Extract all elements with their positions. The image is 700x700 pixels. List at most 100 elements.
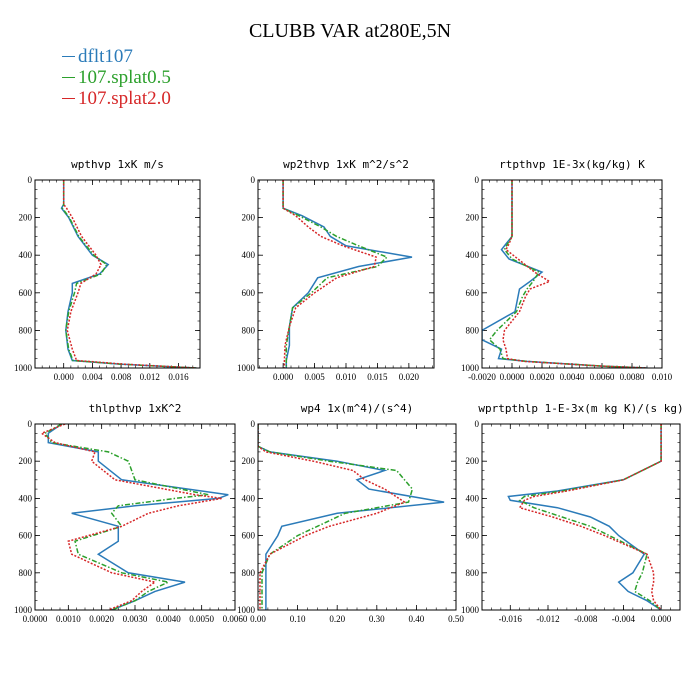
series-line-dflt107 [282,180,413,368]
series-line-107-splat0-5 [258,424,414,610]
y-tick-label: 0 [251,175,256,185]
y-tick-label: 1000 [237,605,256,615]
x-tick-label: -0.016 [499,614,523,624]
x-tick-label: 0.020 [399,372,420,382]
y-tick-label: 0 [28,175,33,185]
legend-item-dflt107: dflt107 [62,46,171,67]
x-tick-label: 0.015 [367,372,388,382]
series-line-dflt107 [482,180,648,368]
panel-title-1: wpthvp 1xK m/s [71,158,164,171]
series-line-107-splat2-0 [518,424,662,610]
y-tick-label: 600 [19,531,33,541]
x-tick-label: 0.004 [82,372,103,382]
x-tick-label: 0.0020 [89,614,114,624]
legend-label-dflt107: dflt107 [78,46,133,67]
y-tick-label: 200 [19,456,33,466]
y-tick-label: 400 [466,250,480,260]
x-tick-label: 0.00 [250,614,266,624]
y-tick-label: 0 [251,419,256,429]
x-tick-label: 0.40 [409,614,425,624]
x-tick-label: -0.004 [612,614,636,624]
y-tick-label: 200 [466,213,480,223]
x-tick-label: 0.0060 [223,614,248,624]
series-line-107-splat0-5 [518,424,662,610]
x-tick-label: 0.000 [651,614,672,624]
panel-title-6: wprtpthlp 1-E-3x(m kg K)/(s kg) [478,402,683,415]
legend-label-splat05: 107.splat0.5 [78,67,171,88]
x-tick-label: 0.0080 [620,372,645,382]
y-tick-label: 600 [466,531,480,541]
y-tick-label: 600 [242,288,256,298]
y-tick-label: 800 [242,568,256,578]
x-tick-label: -0.012 [536,614,559,624]
legend-item-splat20: 107.splat2.0 [62,88,171,109]
x-tick-label: 0.30 [369,614,385,624]
y-tick-label: 400 [19,493,33,503]
x-tick-label: 0.016 [168,372,189,382]
x-tick-label: 0.000 [273,372,294,382]
plot-frame [257,179,435,369]
x-tick-label: 0.005 [304,372,325,382]
x-tick-label: 0.10 [290,614,306,624]
figure-title: CLUBB VAR at280E,5N [248,20,452,42]
x-tick-label: 0.0020 [530,372,555,382]
y-tick-label: 1000 [461,605,480,615]
panel-title-5: wp4 1x(m^4)/(s^4) [301,402,414,415]
panel-2: wp2thvp 1xK m^2/s^2 0 200 400 600 800 1000 0.00… [237,158,435,382]
x-tick-label: 0.012 [140,372,160,382]
plot-frame [34,423,236,611]
panel-6: wprtpthlp 1-E-3x(m kg K)/(s kg) 0 200 400 60… [461,402,684,624]
y-tick-label: 200 [242,213,256,223]
legend-swatch-splat05 [62,77,75,78]
x-tick-label: 0.000 [54,372,75,382]
panel-title-2: wp2thvp 1xK m^2/s^2 [283,158,409,171]
series-line-107-splat0-5 [282,180,389,368]
series-line-107-splat0-5 [43,424,209,610]
y-tick-label: 200 [19,213,33,223]
y-tick-label: 800 [19,325,33,335]
y-tick-label: 600 [466,288,480,298]
x-tick-label: -0.0020 [468,372,496,382]
y-tick-label: 0 [475,175,480,185]
x-tick-label: 0.0030 [123,614,148,624]
y-tick-label: 0 [28,419,33,429]
y-tick-label: 1000 [461,363,480,373]
y-tick-label: 800 [466,325,480,335]
panel-3: rtpthvp 1E-3x(kg/kg) K 0 200 400 600 800 1000-… [461,158,673,382]
y-tick-label: 400 [19,250,33,260]
panel-title-3: rtpthvp 1E-3x(kg/kg) K [499,158,645,171]
y-tick-label: 600 [19,288,33,298]
x-tick-label: 0.0040 [560,372,585,382]
series-line-dflt107 [47,424,229,610]
x-tick-label: 0.010 [336,372,357,382]
y-tick-label: 800 [242,325,256,335]
y-tick-label: 200 [466,456,480,466]
plot-frame [481,179,663,369]
y-tick-label: 400 [242,493,256,503]
series-line-107-splat2-0 [62,180,197,368]
panel-title-4: thlpthvp 1xK^2 [89,402,182,415]
x-tick-label: 0.0000 [23,614,48,624]
x-tick-label: 0.0000 [500,372,525,382]
y-tick-label: 400 [242,250,256,260]
x-tick-label: 0.0010 [56,614,81,624]
y-tick-label: 1000 [237,363,256,373]
panel-1: wpthvp 1xK m/s 0 200 400 600 800 1000 0.000 0.00… [14,158,201,382]
y-tick-label: 1000 [14,363,33,373]
legend: dflt107 107.splat0.5 107.splat2.0 [62,46,171,109]
y-tick-label: 0 [475,419,480,429]
legend-item-splat05: 107.splat0.5 [62,67,171,88]
series-line-107-splat2-0 [258,424,407,610]
x-tick-label: 0.50 [448,614,464,624]
series-line-107-splat2-0 [282,180,378,368]
y-tick-label: 400 [466,493,480,503]
series-line-dflt107 [258,424,445,610]
plot-frame [481,423,681,611]
series-line-107-splat0-5 [488,180,648,368]
y-tick-label: 800 [466,568,480,578]
y-tick-label: 200 [242,456,256,466]
legend-swatch-splat20 [62,98,75,99]
series-line-107-splat0-5 [61,180,197,368]
plot-frame [34,179,201,369]
series-line-107-splat2-0 [502,180,648,368]
